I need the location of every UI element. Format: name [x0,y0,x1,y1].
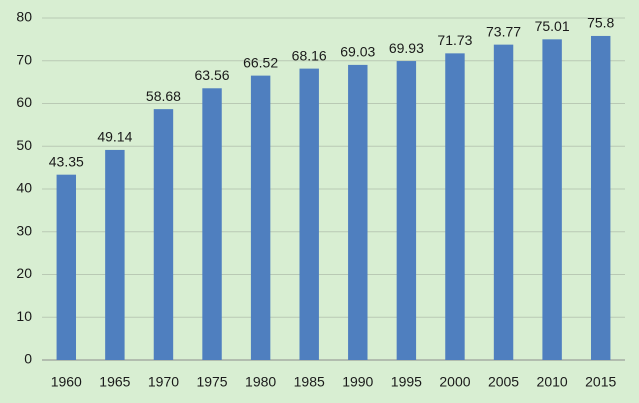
data-label: 75.01 [535,18,570,34]
bar [250,75,271,360]
data-label: 63.56 [195,67,230,83]
x-tick-label: 1960 [51,374,82,390]
data-label: 49.14 [97,129,132,145]
data-label: 58.68 [146,88,181,104]
bar [445,53,465,360]
x-tick-label: 1980 [245,374,276,390]
data-label: 43.35 [49,153,84,169]
x-tick-label: 1990 [342,374,373,390]
bar [153,109,174,360]
x-tick-label: 2000 [439,374,470,390]
y-tick-label: 0 [24,351,32,367]
y-tick-label: 20 [16,265,32,281]
x-tick-label: 2015 [585,374,616,390]
bar [105,149,125,360]
y-tick-label: 10 [16,308,32,324]
y-tick-label: 70 [16,51,32,67]
y-tick-label: 40 [16,180,32,196]
data-label: 75.8 [587,15,614,31]
bar [542,39,562,361]
data-label: 73.77 [486,23,521,39]
y-tick-label: 50 [16,137,32,153]
bar [396,61,417,360]
x-tick-label: 1965 [99,374,130,390]
data-label: 69.03 [340,44,375,60]
y-tick-label: 80 [16,9,32,25]
bar [202,88,222,360]
data-label: 66.52 [243,54,278,70]
x-tick-label: 1995 [391,374,422,390]
x-tick-label: 2005 [488,374,519,390]
bar [56,174,77,360]
y-tick-label: 60 [16,94,32,110]
bar [299,68,319,360]
data-label: 69.93 [389,40,424,56]
bar [493,44,514,361]
data-label: 68.16 [292,47,327,63]
y-tick-label: 30 [16,222,32,238]
data-label: 71.73 [437,32,472,48]
x-tick-label: 1970 [148,374,179,390]
x-tick-label: 1985 [294,374,325,390]
bar [590,35,611,361]
bar [348,64,368,360]
x-tick-label: 2010 [537,374,568,390]
x-tick-label: 1975 [196,374,227,390]
